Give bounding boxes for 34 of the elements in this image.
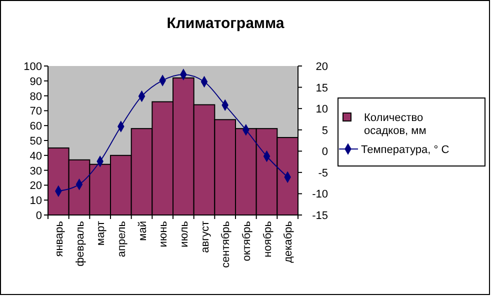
chart-title: Климатограмма [166, 15, 285, 32]
x-tick-label: август [199, 221, 212, 253]
y-tick-label: 20 [30, 180, 42, 192]
y-tick-label: 90 [30, 76, 42, 88]
x-tick-label: июнь [158, 220, 170, 248]
legend-label: Количество осадков, мм [364, 112, 426, 137]
legend-label: Температура, ° С [361, 144, 450, 156]
x-tick-label: февраль [74, 220, 86, 266]
y2-tick-label: 5 [322, 124, 328, 137]
y2-tick-label: -10 [312, 188, 328, 201]
y-tick-label: 70 [30, 106, 42, 118]
x-tick-label: сентябрь [220, 220, 232, 268]
y2-tick-label: -5 [318, 167, 328, 180]
y-tick-label: 50 [30, 136, 42, 148]
y2-tick-label: 15 [316, 82, 328, 94]
x-tick-label: июль [178, 220, 190, 248]
y-tick-label: 80 [30, 90, 42, 103]
y2-tick-label: 20 [316, 61, 328, 73]
y2-tick-label: 10 [316, 104, 328, 116]
y2-tick-label: -15 [312, 210, 328, 222]
x-tick-label: октябрь [240, 220, 253, 262]
x-tick-label: ноябрь [262, 220, 274, 258]
y-tick-label: 30 [30, 165, 42, 178]
y-tick-label: 0 [36, 210, 42, 222]
y-tick-label: 40 [30, 150, 42, 162]
y-tick-label: 100 [24, 61, 42, 73]
y2-tick-label: 0 [322, 146, 328, 158]
x-tick-label: январь [53, 220, 66, 257]
y-tick-label: 10 [30, 195, 42, 208]
y-tick-label: 60 [30, 120, 42, 133]
x-tick-label: май [136, 221, 149, 241]
x-tick-label: апрель [116, 220, 128, 258]
x-tick-label: декабрь [282, 220, 295, 263]
x-tick-label: март [95, 221, 108, 246]
